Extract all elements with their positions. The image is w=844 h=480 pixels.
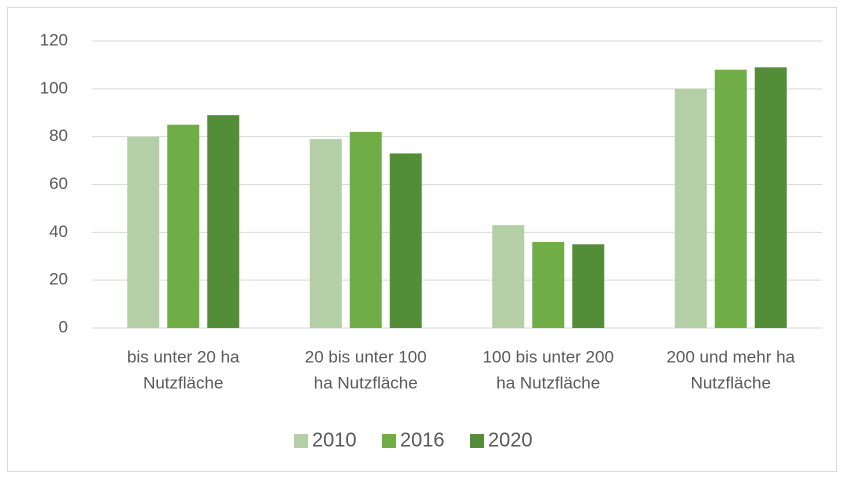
legend-swatch <box>382 434 396 448</box>
y-tick-label: 100 <box>40 78 68 97</box>
y-tick-label: 20 <box>49 270 68 289</box>
bar <box>532 241 565 328</box>
y-tick-label: 0 <box>59 317 68 336</box>
bar <box>714 69 747 328</box>
bar <box>207 115 240 329</box>
bar <box>127 136 160 328</box>
bar <box>572 244 605 328</box>
bar <box>674 88 707 328</box>
bar <box>492 225 525 328</box>
x-tick-label: ha Nutzfläche <box>314 373 418 392</box>
x-tick-label: Nutzfläche <box>691 373 771 392</box>
bar <box>754 67 787 328</box>
legend-label: 2010 <box>312 429 357 451</box>
x-tick-label: Nutzfläche <box>143 373 223 392</box>
bar <box>167 124 200 328</box>
x-tick-label: bis unter 20 ha <box>127 347 240 366</box>
legend-label: 2016 <box>400 429 445 451</box>
y-tick-label: 80 <box>49 126 68 145</box>
bar <box>349 131 382 328</box>
legend-swatch <box>294 434 308 448</box>
y-tick-label: 120 <box>40 30 68 49</box>
legend-label: 2020 <box>488 429 533 451</box>
y-tick-label: 40 <box>49 222 68 241</box>
x-tick-label: 200 und mehr ha <box>666 347 795 366</box>
x-tick-label: ha Nutzfläche <box>496 373 600 392</box>
bar <box>389 153 422 328</box>
y-tick-label: 60 <box>49 174 68 193</box>
x-tick-label: 100 bis unter 200 <box>483 347 614 366</box>
bar <box>309 139 342 328</box>
legend-swatch <box>470 434 484 448</box>
x-tick-label: 20 bis unter 100 <box>305 347 427 366</box>
